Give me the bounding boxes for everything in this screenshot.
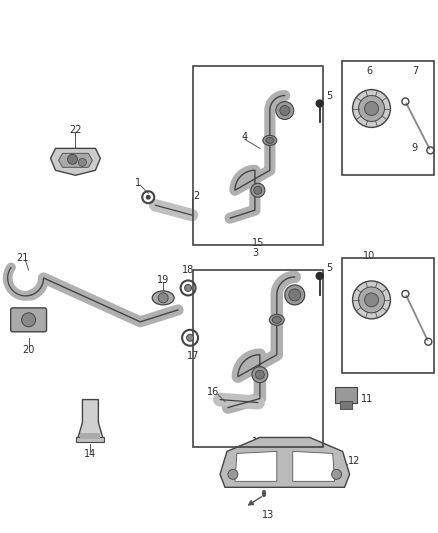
Circle shape: [78, 158, 86, 166]
Circle shape: [228, 470, 238, 479]
Circle shape: [316, 100, 323, 107]
Text: 12: 12: [348, 456, 361, 466]
Circle shape: [158, 293, 168, 303]
Circle shape: [353, 90, 390, 127]
Text: 21: 21: [17, 253, 29, 263]
Circle shape: [285, 285, 305, 305]
Circle shape: [359, 95, 385, 122]
Text: 2: 2: [193, 191, 199, 201]
Circle shape: [359, 287, 385, 313]
Bar: [193, 270, 323, 447]
Text: 1: 1: [135, 178, 141, 188]
Ellipse shape: [152, 291, 174, 305]
Text: 9: 9: [411, 143, 417, 154]
Text: 20: 20: [22, 345, 35, 355]
Text: 19: 19: [157, 275, 170, 285]
Text: 14: 14: [84, 449, 96, 459]
Text: 15: 15: [252, 438, 264, 447]
Circle shape: [255, 370, 265, 379]
Text: 13: 13: [262, 510, 274, 520]
Circle shape: [332, 470, 342, 479]
Polygon shape: [235, 451, 277, 481]
Polygon shape: [293, 451, 335, 481]
Text: 5: 5: [326, 91, 333, 101]
Ellipse shape: [272, 317, 281, 324]
Text: 5: 5: [255, 453, 261, 463]
Circle shape: [276, 101, 294, 119]
Text: 5: 5: [326, 263, 333, 273]
Bar: [193, 66, 323, 245]
Circle shape: [187, 334, 194, 341]
Text: 22: 22: [69, 125, 82, 135]
Bar: [81, 433, 100, 439]
Circle shape: [67, 155, 78, 164]
Text: 10: 10: [364, 251, 376, 261]
Polygon shape: [59, 154, 92, 167]
Text: 4: 4: [242, 132, 248, 142]
Text: 17: 17: [187, 351, 199, 361]
Circle shape: [252, 367, 268, 383]
Circle shape: [364, 101, 378, 116]
Circle shape: [21, 313, 35, 327]
Circle shape: [289, 289, 301, 301]
Text: 3: 3: [252, 248, 258, 258]
Circle shape: [251, 183, 265, 197]
Circle shape: [184, 285, 191, 292]
Bar: [342, 61, 434, 175]
Circle shape: [364, 293, 378, 307]
Text: 7: 7: [412, 66, 418, 76]
Text: 16: 16: [207, 386, 219, 397]
Bar: [339, 401, 352, 409]
Polygon shape: [220, 438, 350, 487]
Circle shape: [316, 272, 323, 279]
Text: 18: 18: [182, 265, 194, 275]
Circle shape: [353, 281, 390, 319]
Text: 6: 6: [367, 66, 373, 76]
Ellipse shape: [263, 135, 277, 146]
Circle shape: [146, 195, 151, 200]
Bar: [335, 386, 357, 402]
Ellipse shape: [269, 314, 284, 325]
Circle shape: [280, 106, 290, 116]
Text: 15: 15: [252, 238, 264, 248]
Ellipse shape: [266, 138, 274, 143]
Circle shape: [254, 186, 262, 194]
Polygon shape: [78, 400, 103, 439]
Text: 11: 11: [361, 393, 374, 403]
Polygon shape: [50, 148, 100, 175]
FancyBboxPatch shape: [11, 308, 46, 332]
Bar: [342, 258, 434, 373]
Bar: [77, 438, 104, 442]
